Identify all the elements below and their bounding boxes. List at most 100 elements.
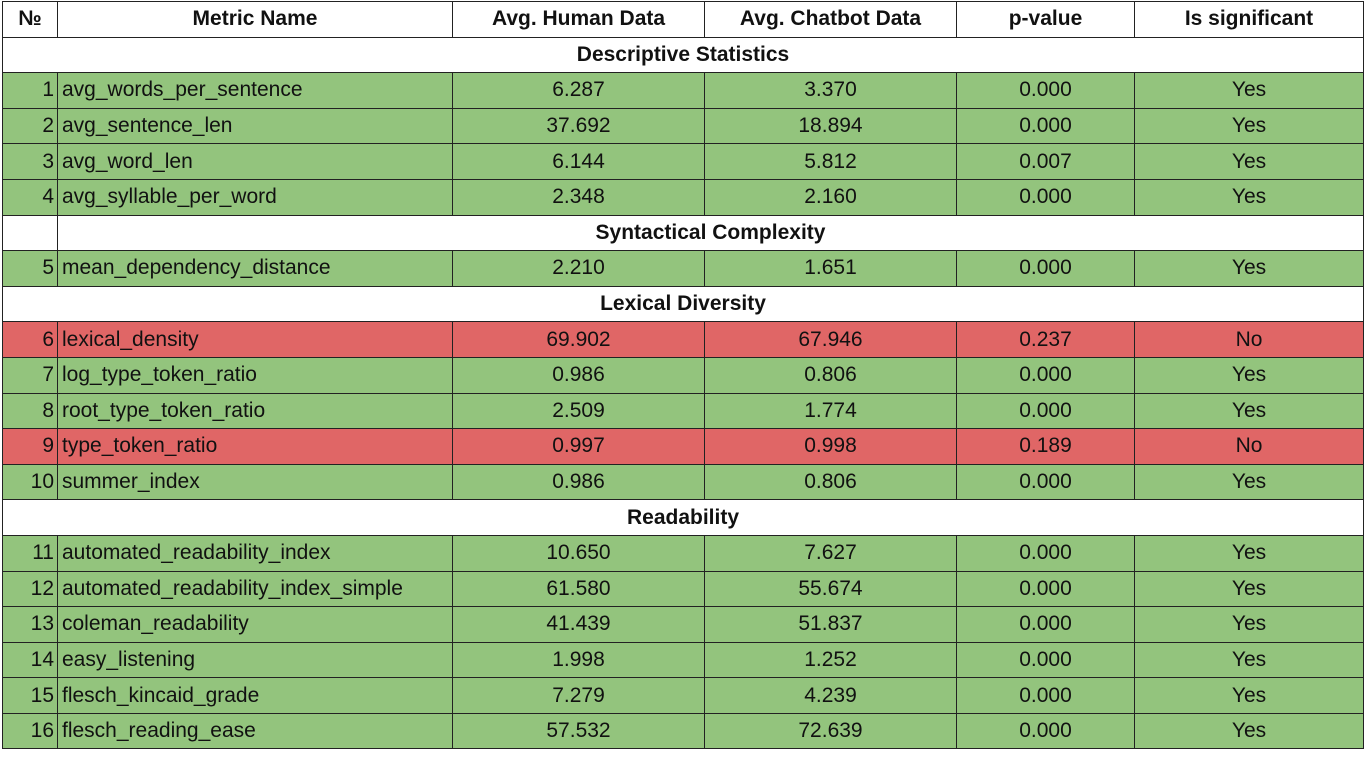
table-row: 15 flesch_kincaid_grade 7.279 4.239 0.000 Yes	[2, 677, 1364, 714]
table-row: 8 root_type_token_ratio 2.509 1.774 0.000 Yes	[2, 392, 1364, 430]
section-row-syntactical-complexity: Syntactical Complexity	[2, 214, 1364, 252]
avg-chatbot-data-cell: 18.894	[704, 107, 957, 145]
metric-name-cell: avg_sentence_len	[57, 107, 453, 145]
avg-human-data-cell: 61.580	[452, 570, 705, 608]
metric-name-cell: log_type_token_ratio	[57, 356, 453, 394]
is-significant-cell: Yes	[1134, 72, 1364, 109]
is-significant-cell: Yes	[1134, 641, 1364, 679]
table-row: 1 avg_words_per_sentence 6.287 3.370 0.000 Ye…	[2, 72, 1364, 109]
avg-chatbot-data-cell: 1.651	[704, 250, 957, 287]
avg-human-data-cell: 37.692	[452, 107, 705, 145]
is-significant-cell: Yes	[1134, 107, 1364, 145]
table-row: 6 lexical_density 69.902 67.946 0.237 No	[2, 321, 1364, 358]
is-significant-cell: Yes	[1134, 178, 1364, 216]
avg-chatbot-data-cell: 3.370	[704, 72, 957, 109]
section-title: Syntactical Complexity	[57, 214, 1364, 252]
avg-chatbot-data-cell: 1.252	[704, 641, 957, 679]
table-row: 9 type_token_ratio 0.997 0.998 0.189 No	[2, 428, 1364, 465]
header-avg-human-data: Avg. Human Data	[452, 1, 705, 38]
table-row: 2 avg_sentence_len 37.692 18.894 0.000 Yes	[2, 107, 1364, 145]
is-significant-cell: Yes	[1134, 534, 1364, 572]
is-significant-cell: Yes	[1134, 677, 1364, 714]
row-number: 4	[2, 178, 58, 216]
section-row-readability: Readability	[2, 499, 1364, 536]
p-value-cell: 0.000	[956, 570, 1135, 608]
metric-name-cell: easy_listening	[57, 641, 453, 679]
avg-human-data-cell: 1.998	[452, 641, 705, 679]
row-number: 16	[2, 712, 58, 750]
row-number: 5	[2, 250, 58, 287]
table-row: 3 avg_word_len 6.144 5.812 0.007 Yes	[2, 143, 1364, 180]
avg-human-data-cell: 0.997	[452, 428, 705, 465]
metric-name-cell: flesch_kincaid_grade	[57, 677, 453, 714]
avg-chatbot-data-cell: 2.160	[704, 178, 957, 216]
metric-name-cell: automated_readability_index	[57, 534, 453, 572]
avg-human-data-cell: 57.532	[452, 712, 705, 750]
p-value-cell: 0.000	[956, 677, 1135, 714]
table-row: 11 automated_readability_index 10.650 7.627…	[2, 534, 1364, 572]
avg-human-data-cell: 6.287	[452, 72, 705, 109]
p-value-cell: 0.000	[956, 534, 1135, 572]
header-number: №	[2, 1, 58, 38]
metric-name-cell: avg_word_len	[57, 143, 453, 180]
p-value-cell: 0.000	[956, 250, 1135, 287]
row-number: 14	[2, 641, 58, 679]
p-value-cell: 0.189	[956, 428, 1135, 465]
row-number: 12	[2, 570, 58, 608]
avg-chatbot-data-cell: 55.674	[704, 570, 957, 608]
metric-name-cell: avg_words_per_sentence	[57, 72, 453, 109]
table-row: 10 summer_index 0.986 0.806 0.000 Yes	[2, 463, 1364, 501]
header-avg-chatbot-data: Avg. Chatbot Data	[704, 1, 957, 38]
avg-human-data-cell: 10.650	[452, 534, 705, 572]
avg-chatbot-data-cell: 5.812	[704, 143, 957, 180]
table-body: Descriptive Statistics 1 avg_words_per_se…	[2, 36, 1364, 750]
avg-human-data-cell: 2.210	[452, 250, 705, 287]
p-value-cell: 0.000	[956, 72, 1135, 109]
avg-chatbot-data-cell: 1.774	[704, 392, 957, 430]
table-row: 16 flesch_reading_ease 57.532 72.639 0.000 Ye…	[2, 712, 1364, 750]
section-title: Lexical Diversity	[2, 285, 1364, 323]
avg-human-data-cell: 2.509	[452, 392, 705, 430]
table-row: 12 automated_readability_index_simple 61.5…	[2, 570, 1364, 608]
row-number: 11	[2, 534, 58, 572]
metric-name-cell: automated_readability_index_simple	[57, 570, 453, 608]
is-significant-cell: Yes	[1134, 143, 1364, 180]
p-value-cell: 0.000	[956, 178, 1135, 216]
row-number: 2	[2, 107, 58, 145]
row-number: 7	[2, 356, 58, 394]
p-value-cell: 0.000	[956, 392, 1135, 430]
p-value-cell: 0.000	[956, 107, 1135, 145]
p-value-cell: 0.000	[956, 356, 1135, 394]
metrics-table: № Metric Name Avg. Human Data Avg. Chatb…	[2, 1, 1364, 750]
is-significant-cell: Yes	[1134, 463, 1364, 501]
metric-name-cell: summer_index	[57, 463, 453, 501]
p-value-cell: 0.000	[956, 463, 1135, 501]
is-significant-cell: Yes	[1134, 250, 1364, 287]
metric-name-cell: mean_dependency_distance	[57, 250, 453, 287]
is-significant-cell: Yes	[1134, 356, 1364, 394]
table-row: 5 mean_dependency_distance 2.210 1.651 0.000…	[2, 250, 1364, 287]
section-blank-cell	[2, 214, 58, 252]
p-value-cell: 0.237	[956, 321, 1135, 358]
avg-human-data-cell: 0.986	[452, 356, 705, 394]
p-value-cell: 0.007	[956, 143, 1135, 180]
metric-name-cell: flesch_reading_ease	[57, 712, 453, 750]
avg-human-data-cell: 69.902	[452, 321, 705, 358]
section-title: Descriptive Statistics	[2, 36, 1364, 74]
row-number: 10	[2, 463, 58, 501]
table-row: 4 avg_syllable_per_word 2.348 2.160 0.000 Yes	[2, 178, 1364, 216]
row-number: 8	[2, 392, 58, 430]
metric-name-cell: type_token_ratio	[57, 428, 453, 465]
avg-human-data-cell: 2.348	[452, 178, 705, 216]
header-is-significant: Is significant	[1134, 1, 1364, 38]
avg-chatbot-data-cell: 0.806	[704, 463, 957, 501]
avg-chatbot-data-cell: 4.239	[704, 677, 957, 714]
avg-human-data-cell: 6.144	[452, 143, 705, 180]
header-p-value: p-value	[956, 1, 1135, 38]
table-row: 14 easy_listening 1.998 1.252 0.000 Yes	[2, 641, 1364, 679]
is-significant-cell: Yes	[1134, 606, 1364, 643]
header-row: № Metric Name Avg. Human Data Avg. Chatb…	[2, 1, 1364, 38]
is-significant-cell: No	[1134, 428, 1364, 465]
table-row: 7 log_type_token_ratio 0.986 0.806 0.000 Yes	[2, 356, 1364, 394]
p-value-cell: 0.000	[956, 712, 1135, 750]
